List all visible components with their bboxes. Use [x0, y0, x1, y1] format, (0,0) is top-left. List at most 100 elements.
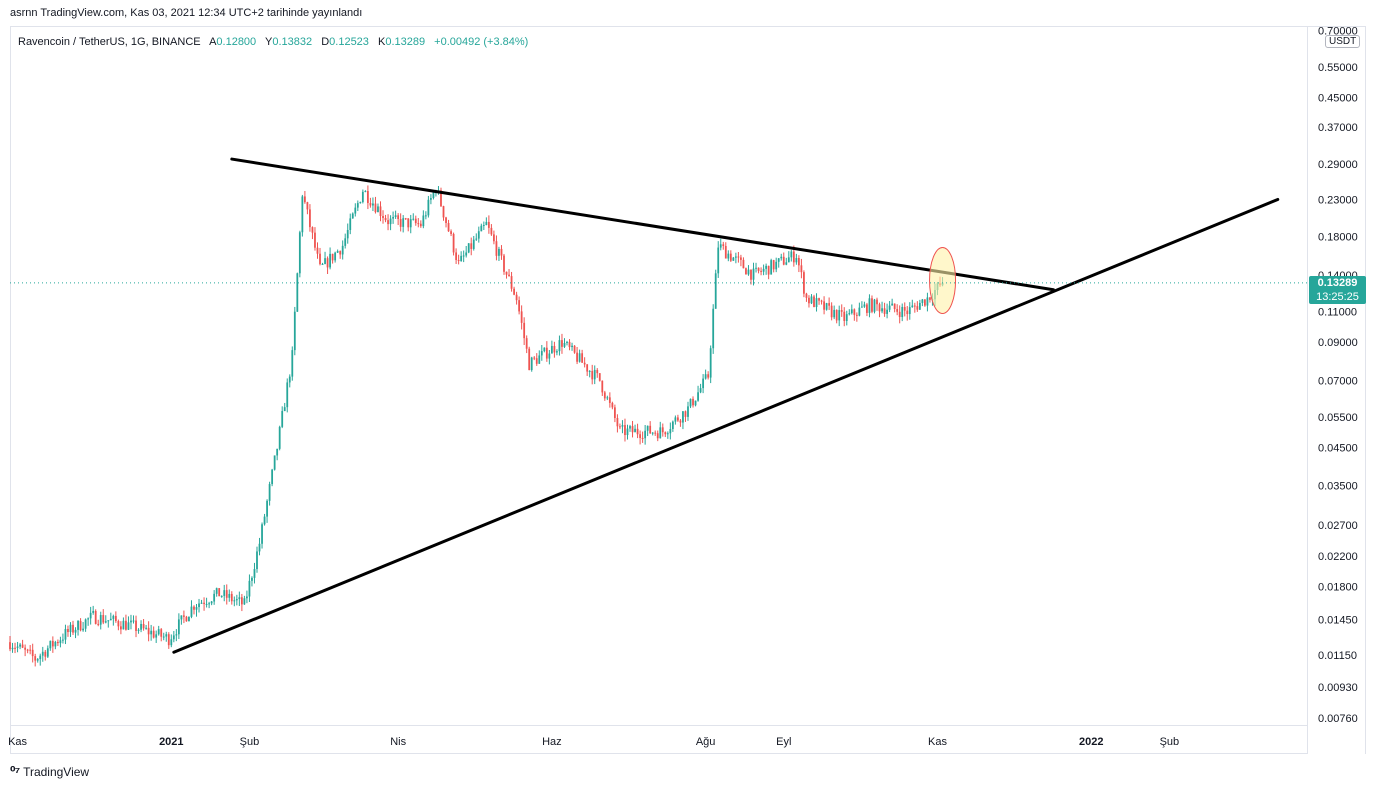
- candle-body: [649, 425, 652, 434]
- candle-body: [359, 202, 362, 204]
- candle-body: [349, 218, 352, 230]
- candle-body: [853, 309, 856, 315]
- price-tick-label: 0.00930: [1318, 682, 1358, 694]
- candle-body: [588, 370, 591, 372]
- candle-body: [666, 433, 669, 435]
- time-tick-label: Ağu: [696, 736, 716, 748]
- candle-body: [550, 345, 553, 354]
- candle-body: [44, 651, 47, 657]
- time-axis[interactable]: [10, 726, 1308, 754]
- footer-brand[interactable]: ⁰⁷ TradingView: [10, 764, 89, 780]
- candle-body: [127, 622, 130, 630]
- candle-body: [873, 299, 876, 312]
- candle-body: [828, 303, 831, 306]
- candle-body: [336, 251, 339, 253]
- candle-body: [777, 258, 780, 262]
- candle-body: [772, 260, 775, 270]
- candle-body: [687, 406, 689, 417]
- publish-info: asrnn TradingView.com, Kas 03, 2021 12:3…: [10, 7, 363, 19]
- candle-body: [278, 426, 281, 449]
- currency-label[interactable]: USDT: [1325, 35, 1361, 48]
- candle-body: [719, 244, 722, 248]
- candle-body: [417, 223, 420, 225]
- price-tick-label: 0.01150: [1318, 650, 1357, 662]
- candle-body: [493, 234, 495, 242]
- time-tick-label: 2021: [159, 736, 183, 748]
- price-tick-label: 0.02200: [1318, 551, 1358, 563]
- candle-body: [661, 427, 664, 433]
- candle-body: [251, 577, 253, 581]
- candle-body: [646, 425, 649, 431]
- candle-body: [603, 392, 606, 399]
- candle-body: [387, 220, 389, 225]
- candle-body: [765, 265, 768, 269]
- candle-body: [573, 345, 576, 353]
- candle-body: [740, 257, 742, 260]
- candle-body: [818, 298, 820, 301]
- candle-body: [238, 597, 241, 600]
- price-axis[interactable]: [1308, 26, 1366, 754]
- candle-body: [553, 345, 556, 353]
- candle-body: [482, 225, 485, 227]
- candle-body: [374, 203, 377, 213]
- candle-body: [918, 302, 921, 310]
- open-value: 0.12800: [216, 36, 257, 48]
- candle-body: [906, 310, 909, 315]
- chart-pane[interactable]: [10, 26, 1308, 726]
- candle-body: [465, 252, 468, 256]
- candle-body: [682, 411, 684, 423]
- candle-body: [339, 251, 342, 255]
- candle-body: [402, 218, 405, 227]
- candle-body: [634, 428, 636, 433]
- candle-body: [16, 646, 19, 648]
- candle-body: [525, 338, 528, 349]
- price-tick-label: 0.05500: [1318, 412, 1358, 424]
- candle-body: [356, 203, 359, 208]
- candle-body: [903, 306, 906, 311]
- candle-body: [87, 618, 90, 620]
- candle-body: [808, 297, 810, 304]
- candle-body: [213, 593, 216, 602]
- candle-body: [722, 244, 725, 246]
- price-tick-label: 0.03500: [1318, 481, 1358, 493]
- candle-body: [470, 243, 473, 249]
- candle-body: [59, 640, 62, 644]
- candle-body: [452, 233, 455, 253]
- time-tick-label: Kas: [8, 736, 27, 748]
- candle-body: [911, 305, 914, 308]
- candle-body: [576, 352, 578, 362]
- candle-body: [36, 659, 39, 661]
- candle-body: [583, 362, 586, 365]
- candle-body: [888, 305, 891, 310]
- candle-body: [409, 219, 412, 228]
- price-tick-label: 0.23000: [1318, 194, 1358, 206]
- candle-body: [366, 191, 369, 204]
- low-value: 0.12523: [329, 36, 369, 48]
- candle-body: [659, 427, 662, 439]
- candle-body: [732, 257, 735, 261]
- candle-body: [898, 311, 901, 318]
- price-tick-label: 0.04500: [1318, 442, 1358, 454]
- candle-body: [177, 619, 180, 635]
- time-tick-label: Eyl: [776, 736, 791, 748]
- candle-body: [684, 411, 687, 417]
- highlight-ellipse: [929, 246, 957, 314]
- candle-body: [157, 629, 160, 635]
- candle-body: [309, 209, 311, 228]
- candle-body: [535, 358, 538, 364]
- candle-body: [64, 628, 67, 640]
- candle-body: [172, 635, 175, 640]
- candle-body: [432, 192, 435, 199]
- candle-body: [782, 256, 785, 265]
- candle-body: [566, 341, 568, 344]
- candle-body: [490, 227, 493, 235]
- high-key: Y: [265, 36, 273, 48]
- candle-body: [855, 314, 858, 316]
- candle-body: [92, 610, 95, 613]
- candle-body: [150, 630, 153, 635]
- price-tick-label: 0.01450: [1318, 615, 1358, 627]
- candle-body: [631, 426, 634, 433]
- candle-body: [815, 298, 818, 307]
- candle-body: [205, 603, 208, 605]
- candle-body: [361, 191, 364, 203]
